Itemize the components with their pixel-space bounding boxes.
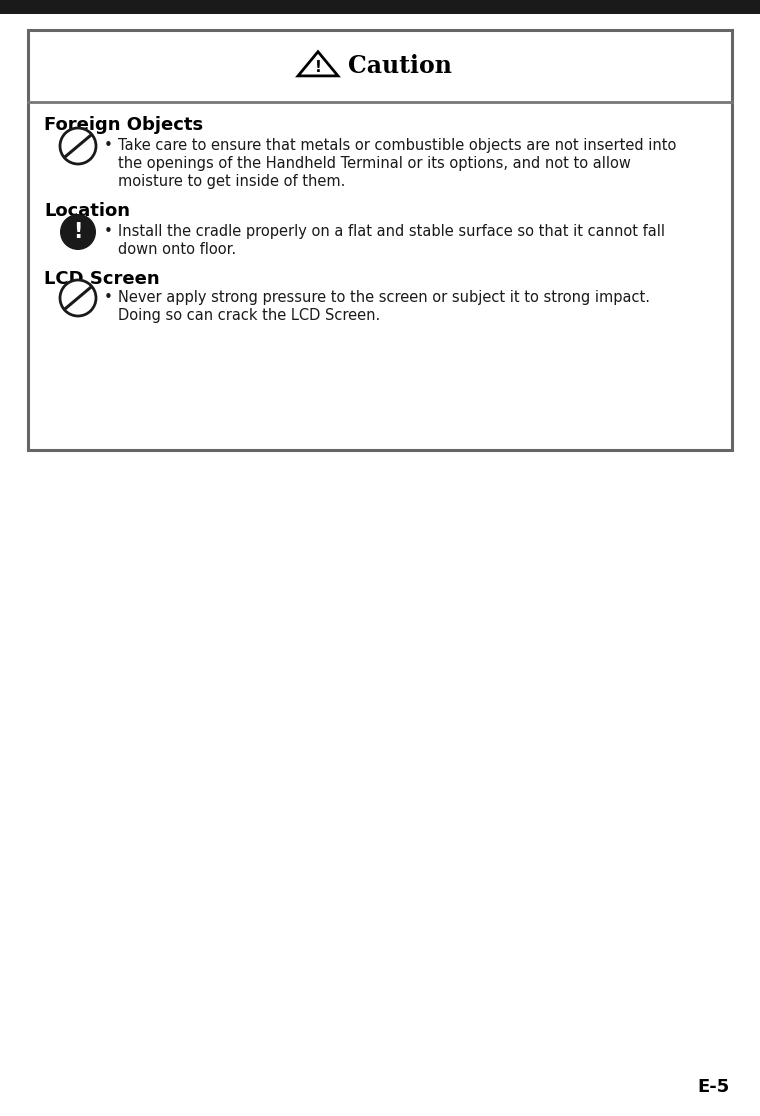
Text: !: ! xyxy=(315,60,321,76)
Text: down onto floor.: down onto floor. xyxy=(118,242,236,257)
Text: Never apply strong pressure to the screen or subject it to strong impact.: Never apply strong pressure to the scree… xyxy=(118,290,650,305)
Text: !: ! xyxy=(73,222,83,242)
Bar xyxy=(0,0,760,15)
Circle shape xyxy=(60,214,96,250)
Polygon shape xyxy=(298,51,338,76)
Text: •: • xyxy=(104,224,113,239)
Text: Foreign Objects: Foreign Objects xyxy=(44,116,203,134)
Text: Location: Location xyxy=(44,202,130,220)
Circle shape xyxy=(60,128,96,164)
Circle shape xyxy=(60,280,96,316)
Bar xyxy=(28,30,732,450)
Text: Caution: Caution xyxy=(348,54,452,78)
Text: the openings of the Handheld Terminal or its options, and not to allow: the openings of the Handheld Terminal or… xyxy=(118,156,631,171)
Text: Doing so can crack the LCD Screen.: Doing so can crack the LCD Screen. xyxy=(118,308,380,323)
Text: LCD Screen: LCD Screen xyxy=(44,270,160,288)
Text: Install the cradle properly on a flat and stable surface so that it cannot fall: Install the cradle properly on a flat an… xyxy=(118,224,665,239)
Text: Take care to ensure that metals or combustible objects are not inserted into: Take care to ensure that metals or combu… xyxy=(118,138,676,153)
Text: •: • xyxy=(104,138,113,153)
Text: •: • xyxy=(104,290,113,305)
Text: moisture to get inside of them.: moisture to get inside of them. xyxy=(118,174,345,189)
Text: E-5: E-5 xyxy=(698,1078,730,1096)
